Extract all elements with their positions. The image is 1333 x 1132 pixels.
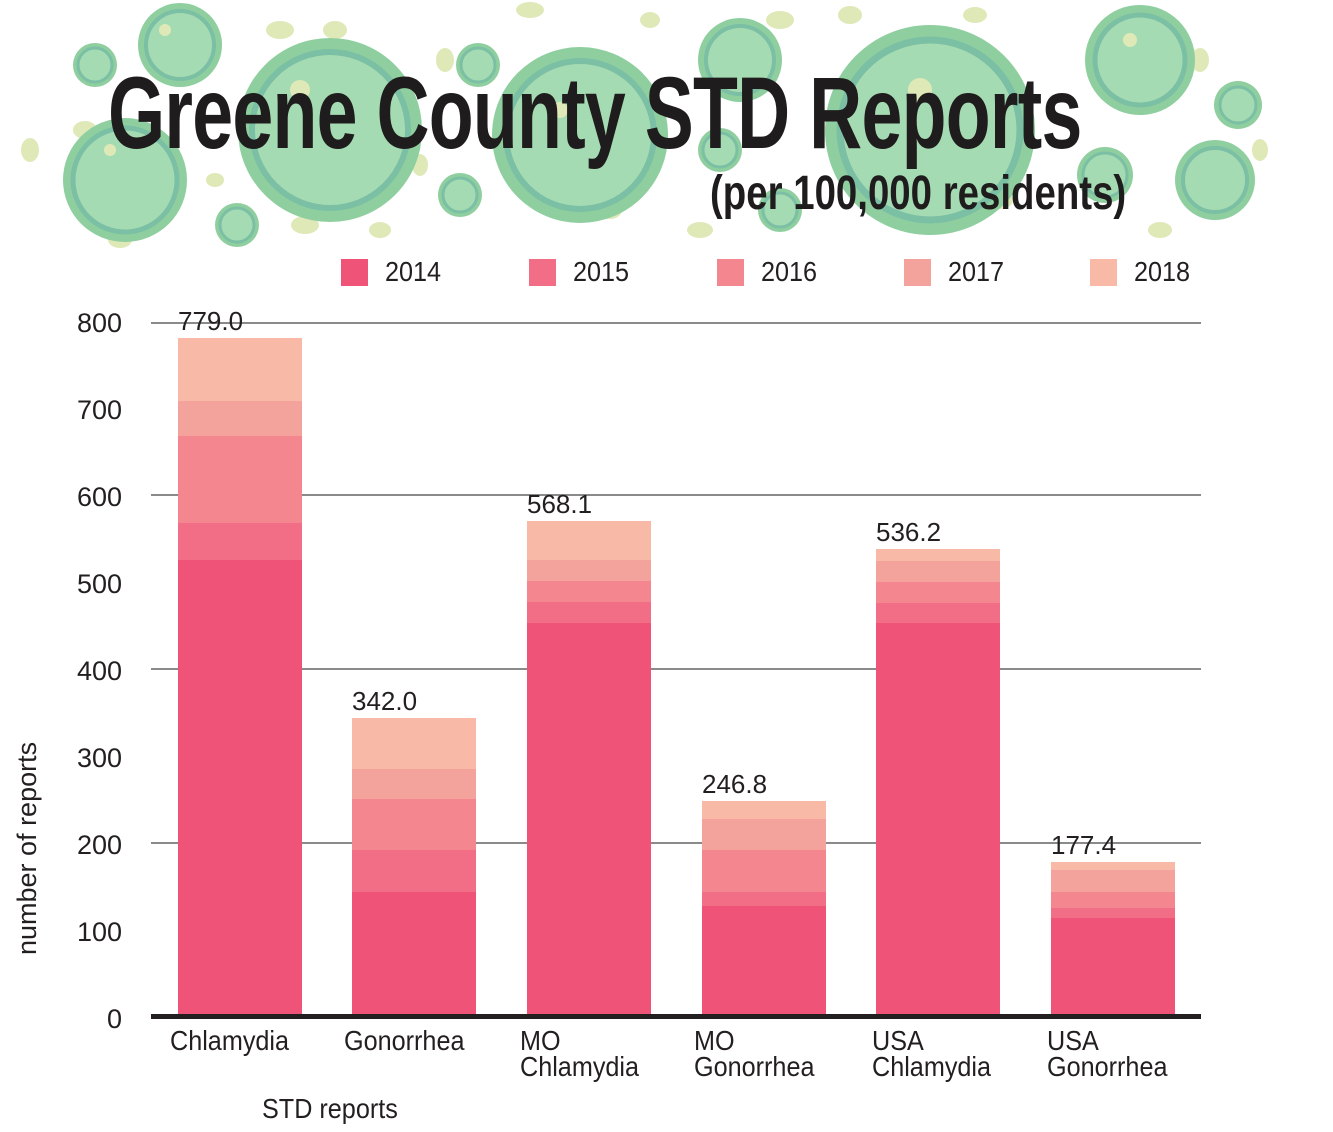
chart-title: Greene County STD Reports — [108, 56, 1082, 170]
legend-item-2016: 2016 — [717, 256, 823, 288]
bar-segment-2017 — [352, 768, 476, 800]
legend: 2014 2015 2016 2017 2018 — [0, 256, 1333, 292]
bar-segment-2018 — [702, 801, 826, 820]
bar-segment-2014 — [352, 891, 476, 1016]
bar-chlamydia — [178, 337, 302, 1016]
bar-mo-gonorrhea — [702, 801, 826, 1016]
gridline-800 — [151, 322, 1201, 324]
legend-label: 2014 — [385, 256, 442, 287]
bar-segment-2017 — [178, 400, 302, 437]
x-label-gonorrhea: Gonorrhea — [344, 1025, 465, 1056]
y-axis-title: number of reports — [12, 741, 42, 955]
y-tick: 500 — [76, 569, 122, 599]
bar-segment-2016 — [352, 799, 476, 850]
bar-segment-2014 — [1051, 917, 1175, 1016]
x-label-mo-chlamydia: MO Chlamydia — [520, 1025, 640, 1082]
legend-item-2015: 2015 — [529, 256, 635, 288]
gridline-600 — [151, 494, 1201, 496]
bar-segment-2015 — [527, 601, 651, 623]
x-axis-title: STD reports — [262, 1093, 398, 1124]
x-label-usa-gonorrhea: USA Gonorrhea — [1047, 1025, 1168, 1082]
bar-segment-2018 — [1051, 861, 1175, 870]
chart-subtitle: (per 100,000 residents) — [710, 167, 1127, 220]
bar-mo-chlamydia — [527, 521, 651, 1016]
legend-item-2014: 2014 — [341, 256, 447, 288]
y-tick: 400 — [76, 656, 122, 686]
bar-segment-2018 — [352, 718, 476, 769]
bar-segment-2015 — [1051, 908, 1175, 918]
x-label-chlamydia: Chlamydia — [170, 1025, 290, 1056]
legend-swatch-2015 — [529, 258, 556, 286]
y-tick: 100 — [76, 917, 122, 947]
legend-label: 2016 — [761, 256, 818, 287]
bar-segment-2016 — [178, 436, 302, 524]
gridline-200 — [151, 842, 1201, 844]
bar-segment-2015 — [352, 849, 476, 892]
bar-segment-2016 — [527, 580, 651, 602]
bar-value-label: 568.1 — [527, 489, 593, 520]
bar-value-label: 177.4 — [1051, 829, 1117, 860]
bar-gonorrhea — [352, 718, 476, 1016]
bar-usa-gonorrhea — [1051, 861, 1175, 1016]
legend-item-2018: 2018 — [1090, 256, 1196, 288]
bar-segment-2014 — [702, 906, 826, 1016]
gridline-400 — [151, 668, 1201, 670]
bar-segment-2014 — [876, 622, 1000, 1016]
bar-segment-2015 — [876, 602, 1000, 623]
bar-segment-2017 — [702, 819, 826, 850]
bar-value-label: 779.0 — [178, 305, 244, 336]
bar-usa-chlamydia — [876, 549, 1000, 1016]
virus-cells-decoration-icon — [21, 2, 1268, 248]
bar-value-label: 536.2 — [876, 517, 942, 548]
bar-segment-2014 — [178, 559, 302, 1016]
legend-label: 2015 — [573, 256, 630, 287]
bar-value-label: 342.0 — [352, 686, 418, 717]
y-tick: 800 — [76, 308, 122, 338]
bar-segment-2016 — [702, 849, 826, 892]
y-tick: 600 — [76, 482, 122, 512]
bar-segment-2018 — [876, 549, 1000, 561]
bar-segment-2018 — [178, 337, 302, 401]
y-tick: 700 — [76, 395, 122, 425]
y-tick: 200 — [76, 830, 122, 860]
legend-label: 2017 — [948, 256, 1005, 287]
bar-segment-2016 — [1051, 891, 1175, 909]
legend-swatch-2017 — [904, 258, 931, 286]
bar-segment-2016 — [876, 581, 1000, 603]
bar-segment-2017 — [527, 559, 651, 581]
x-label-usa-chlamydia: USA Chlamydia — [872, 1025, 992, 1082]
y-tick: 0 — [106, 1004, 122, 1034]
bar-segment-2015 — [178, 523, 302, 560]
bar-segment-2017 — [876, 560, 1000, 582]
bar-segment-2014 — [527, 622, 651, 1016]
bar-segment-2015 — [702, 891, 826, 907]
legend-swatch-2018 — [1090, 258, 1117, 286]
x-axis-line — [151, 1014, 1201, 1019]
x-label-mo-gonorrhea: MO Gonorrhea — [694, 1025, 815, 1082]
bar-segment-2017 — [1051, 869, 1175, 892]
bar-segment-2018 — [527, 521, 651, 560]
legend-label: 2018 — [1134, 256, 1191, 287]
legend-item-2017: 2017 — [904, 256, 1010, 288]
bar-value-label: 246.8 — [702, 769, 768, 800]
legend-swatch-2014 — [341, 258, 368, 286]
legend-swatch-2016 — [717, 258, 744, 286]
y-tick: 300 — [76, 743, 122, 773]
